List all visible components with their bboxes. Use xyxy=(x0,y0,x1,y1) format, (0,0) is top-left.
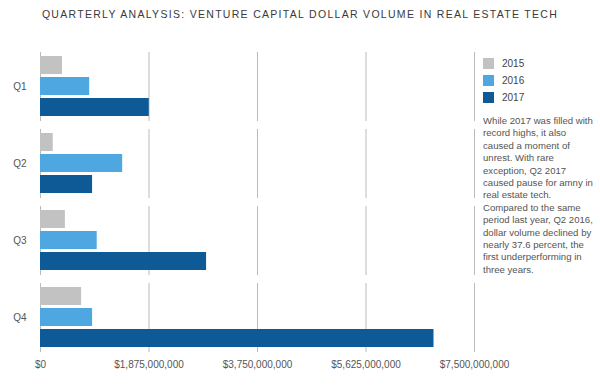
svg-text:$3,750,000,000: $3,750,000,000 xyxy=(223,359,293,370)
svg-text:$0: $0 xyxy=(35,359,47,370)
html-text:2017: 2017 xyxy=(502,92,525,103)
html-text:While 2017 was filled with rec: While 2017 was filled with record highs,… xyxy=(483,115,593,275)
html-text:2015: 2015 xyxy=(502,58,525,69)
svg-text:Q4: Q4 xyxy=(13,312,27,323)
html-text:2016: 2016 xyxy=(502,75,525,86)
svg-text:$1,875,000,000: $1,875,000,000 xyxy=(114,359,184,370)
svg-text:Q2: Q2 xyxy=(13,158,27,169)
svg-text:$7,500,000,000: $7,500,000,000 xyxy=(440,359,510,370)
svg-text:Q1: Q1 xyxy=(13,81,27,92)
svg-text:Q3: Q3 xyxy=(13,235,27,246)
html-text:QUARTERLY ANALYSIS: VENTURE CA: QUARTERLY ANALYSIS: VENTURE CAPITAL DOLL… xyxy=(41,8,559,20)
svg-text:$5,625,000,000: $5,625,000,000 xyxy=(331,359,401,370)
